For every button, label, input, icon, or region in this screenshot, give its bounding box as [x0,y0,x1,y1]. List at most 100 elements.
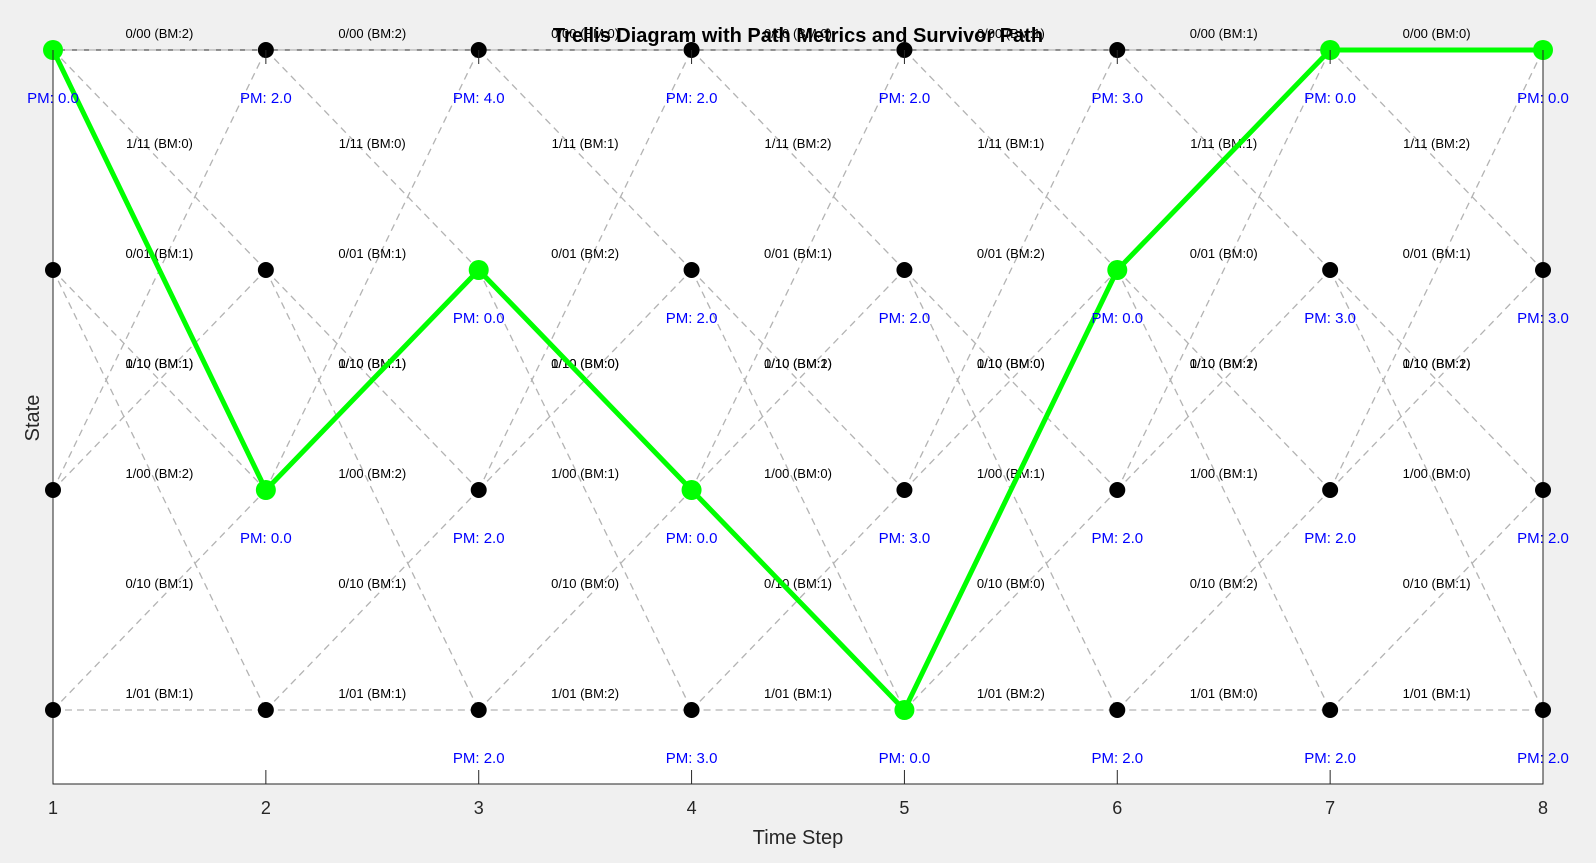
state-node [1109,702,1126,718]
path-metric-label: PM: 3.0 [879,530,931,547]
survivor-path [50,47,1546,713]
survivor-path-segment [901,267,1120,713]
branch-metric-label: 1/10 (BM:1) [125,356,193,371]
x-tick-label: 2 [261,798,271,818]
branch-line [265,49,480,491]
branch-line [690,269,906,711]
path-metric-label: PM: 4.0 [453,90,505,107]
branch-metric-label: 1/01 (BM:1) [338,686,406,701]
x-axis-label: Time Step [753,827,843,849]
path-metric-label: PM: 2.0 [1517,750,1569,767]
branch-line [52,269,267,491]
branch-line [903,269,1118,491]
path-metric-label: PM: 2.0 [1304,750,1356,767]
state-node [1322,482,1339,498]
branch-metric-label: 0/10 (BM:1) [338,576,406,591]
branch-line [478,49,693,491]
path-metric-label: PM: 0.0 [27,90,79,107]
branch-line [478,269,693,711]
branch-line [903,489,1118,711]
branch-metric-label: 0/10 (BM:2) [764,356,832,371]
branch-line [1329,489,1544,711]
state-node [257,702,274,718]
branch-metric-label: 1/10 (BM:1) [764,356,832,371]
branch-line [265,269,480,491]
branch-metric-label: 0/10 (BM:0) [551,576,619,591]
branch-metric-label: 0/01 (BM:0) [1190,246,1258,261]
state-node [683,702,700,718]
branch-metric-label: 1/00 (BM:0) [764,466,832,481]
branch-metric-label: 0/01 (BM:1) [1403,246,1471,261]
branch-line [1116,49,1331,491]
branch-metric-label: 1/00 (BM:1) [977,466,1045,481]
survivor-path-segment [476,267,695,493]
branch-line [690,49,906,491]
branch-line [265,489,480,711]
state-node [1535,702,1551,718]
branch-metric-label: 0/10 (BM:1) [125,576,193,591]
chart-title: Trellis Diagram with Path Metrics and Su… [553,25,1043,47]
branch-metric-label: 0/00 (BM:1) [1190,26,1258,41]
branch-line [478,269,693,491]
branch-line [52,49,267,271]
branch-line [52,269,267,491]
state-node [896,262,913,278]
survivor-node [1107,260,1128,280]
branch-metric-label: 1/00 (BM:2) [338,466,406,481]
state-node [1322,702,1339,718]
branch-metric-label: 1/11 (BM:0) [339,136,406,151]
branch-metric-label: 1/11 (BM:2) [1403,136,1470,151]
survivor-path-segment [1114,47,1333,273]
state-node [45,262,61,278]
survivor-node [255,480,276,500]
branch-line [52,269,267,711]
path-metric-label: PM: 2.0 [879,310,931,327]
branch-metric-label: 1/01 (BM:2) [551,686,619,701]
x-tick-label: 7 [1325,798,1335,818]
branch-line [265,269,480,711]
x-tick-label: 5 [899,798,909,818]
branch-line [1329,49,1544,491]
path-metric-label: PM: 3.0 [666,750,718,767]
x-tick-label: 8 [1538,798,1548,818]
state-node [1535,482,1551,498]
branch-metric-label: 0/00 (BM:2) [338,26,406,41]
state-nodes [43,40,1553,720]
branch-metric-label: 1/01 (BM:1) [764,686,832,701]
branch-metric-label: 1/01 (BM:1) [125,686,193,701]
branch-metric-label: 0/10 (BM:1) [1190,356,1258,371]
path-metric-label: PM: 2.0 [453,750,505,767]
branch-metric-label: 0/10 (BM:0) [977,356,1045,371]
path-metric-label: PM: 0.0 [1517,90,1569,107]
branch-metric-label: 1/00 (BM:0) [1403,466,1471,481]
x-tick-label: 6 [1112,798,1122,818]
branch-metric-label: 1/01 (BM:1) [1403,686,1471,701]
branch-metric-label: 1/00 (BM:1) [551,466,619,481]
path-metric-label: PM: 2.0 [453,530,505,547]
branch-metric-label: 0/00 (BM:0) [1403,26,1471,41]
path-metric-label: PM: 2.0 [666,90,718,107]
path-metric-label: PM: 2.0 [240,90,292,107]
branch-metric-label: 0/01 (BM:2) [977,246,1045,261]
state-node [1535,262,1551,278]
branch-line [903,269,1118,491]
branch-line [1329,49,1544,271]
x-axis-ticks: 1 2 3 4 5 6 7 8 [48,50,1548,818]
branch-metric-label: 0/10 (BM:2) [1403,356,1471,371]
branch-metric-labels: 0/00 (BM:2) 0/00 (BM:2) 0/00 (BM:0) 0/00 (B… [125,26,1470,701]
path-metric-label: PM: 0.0 [453,310,505,327]
branch-metric-label: 0/00 (BM:1) [977,26,1045,41]
branch-line [1329,269,1544,491]
path-metric-label: PM: 2.0 [1091,750,1143,767]
survivor-path-segment [689,487,907,713]
branch-metric-label: 0/01 (BM:1) [338,246,406,261]
survivor-node [681,480,702,500]
x-tick-label: 3 [474,798,484,818]
path-metric-label: PM: 2.0 [1091,530,1143,547]
branch-metric-label: 0/01 (BM:1) [764,246,832,261]
branch-metric-label: 0/10 (BM:2) [1190,576,1258,591]
x-tick-label: 1 [48,798,58,818]
branch-metric-label: 1/10 (BM:2) [1190,356,1258,371]
path-metric-label: PM: 3.0 [1304,310,1356,327]
